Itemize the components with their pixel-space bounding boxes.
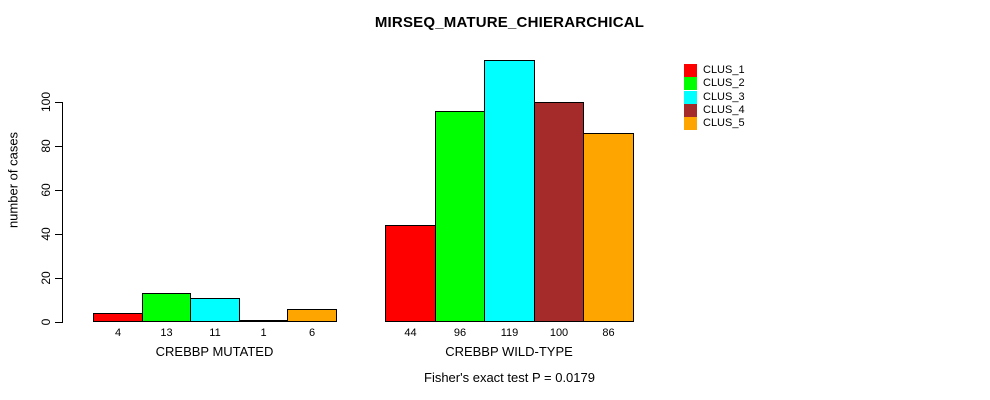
legend-swatch xyxy=(684,90,697,104)
legend-swatch xyxy=(684,104,697,118)
legend-item: CLUS_1 xyxy=(684,64,745,78)
chart-title: MIRSEQ_MATURE_CHIERARCHICAL xyxy=(374,14,645,31)
bar-value-label: 44 xyxy=(404,327,417,339)
category-label: CREBBP WILD-TYPE xyxy=(445,344,573,359)
legend-label: CLUS_5 xyxy=(703,117,745,130)
bar-value-label: 11 xyxy=(209,327,221,339)
y-tick-label: 0 xyxy=(39,318,53,326)
y-tick-label: 60 xyxy=(39,183,53,197)
bar-clus_1-group1 xyxy=(93,313,143,322)
y-tick-label: 40 xyxy=(39,227,53,241)
legend-label: CLUS_3 xyxy=(703,90,745,103)
legend-item: CLUS_4 xyxy=(684,104,745,118)
bar-clus_1-group2 xyxy=(385,225,436,322)
y-tick-mark xyxy=(55,322,62,323)
bar-clus_2-group2 xyxy=(435,111,485,322)
bar-value-label: 6 xyxy=(308,327,316,339)
legend-swatch xyxy=(684,77,697,91)
bar-clus_5-group2 xyxy=(583,133,634,322)
bar-clus_4-group1 xyxy=(239,320,288,322)
y-tick-label: 80 xyxy=(39,139,53,153)
y-tick-mark xyxy=(55,190,62,191)
legend-label: CLUS_2 xyxy=(703,77,745,90)
bar-clus_3-group1 xyxy=(190,298,240,322)
bar-clus_2-group1 xyxy=(142,293,191,322)
y-tick-label: 20 xyxy=(39,271,53,285)
legend-label: CLUS_4 xyxy=(703,104,745,117)
legend-item: CLUS_5 xyxy=(684,117,745,131)
y-axis-line xyxy=(62,102,63,323)
bar-value-label: 4 xyxy=(114,327,122,339)
y-tick-mark xyxy=(55,278,62,279)
y-tick-mark xyxy=(55,234,62,235)
category-label: CREBBP MUTATED xyxy=(155,344,274,359)
y-tick-mark xyxy=(55,146,62,147)
legend-label: CLUS_1 xyxy=(703,64,745,77)
bar-value-label: 100 xyxy=(549,327,569,339)
bar-clus_5-group1 xyxy=(287,309,337,322)
bar-value-label: 86 xyxy=(602,327,615,339)
bar-clus_3-group2 xyxy=(484,60,535,322)
y-tick-mark xyxy=(55,102,62,103)
y-tick-label: 100 xyxy=(39,91,53,113)
bar-value-label: 13 xyxy=(160,327,173,339)
legend-swatch xyxy=(684,64,697,78)
legend: CLUS_1 CLUS_2 CLUS_3 CLUS_4 CLUS_5 xyxy=(684,64,745,131)
y-axis-title: number of cases xyxy=(5,131,21,229)
bar-value-label: 96 xyxy=(453,327,467,339)
legend-item: CLUS_3 xyxy=(684,90,745,104)
annotation-fisher-test: Fisher's exact test P = 0.0179 xyxy=(424,370,595,385)
bar-value-label: 1 xyxy=(260,327,267,339)
legend-item: CLUS_2 xyxy=(684,77,745,91)
legend-swatch xyxy=(684,117,697,131)
bar-value-label: 119 xyxy=(500,327,519,339)
bar-clus_4-group2 xyxy=(534,102,584,322)
